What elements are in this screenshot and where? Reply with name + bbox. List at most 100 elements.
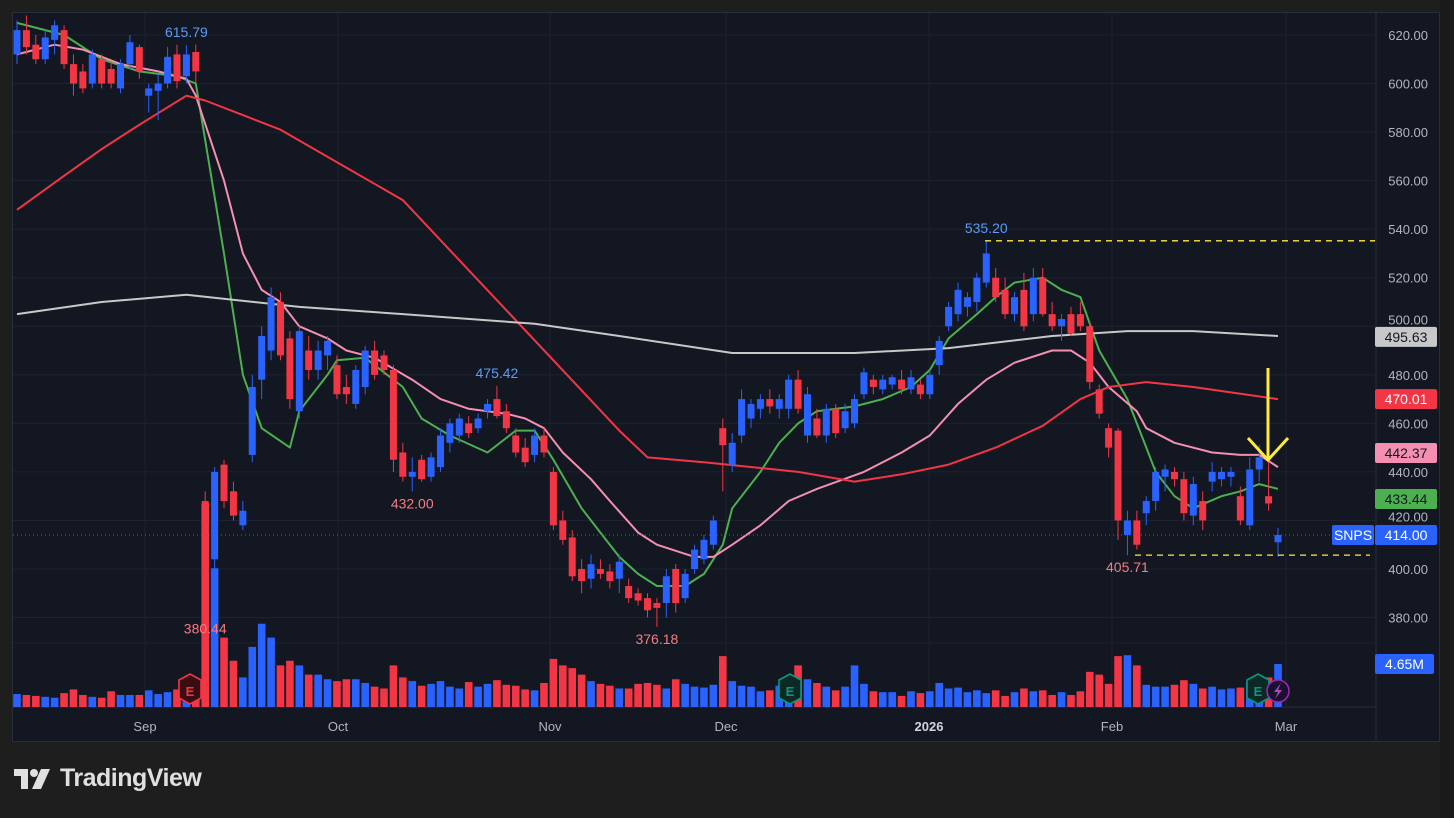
- candle-body: [258, 335, 266, 380]
- volume-bar: [154, 694, 162, 707]
- candle-body: [625, 585, 633, 599]
- last-price-tag-bg: [1375, 525, 1437, 546]
- volume-bar: [1020, 688, 1028, 707]
- volume-bar: [455, 688, 464, 707]
- y-tick-label: 520.00: [1388, 271, 1428, 286]
- volume-bar: [427, 683, 435, 707]
- candle-body: [775, 399, 783, 409]
- volume-bar: [342, 679, 351, 707]
- tradingview-logo[interactable]: TradingView: [14, 764, 202, 793]
- symbol-tag: SNPS: [1334, 527, 1372, 543]
- candle-body: [785, 379, 793, 409]
- volume-bar: [907, 691, 915, 707]
- candle-body: [888, 377, 896, 385]
- candle-body: [22, 30, 30, 48]
- earnings-event-icon[interactable]: E: [178, 673, 202, 705]
- volume-bar: [860, 683, 868, 707]
- candle-body: [1011, 297, 1019, 315]
- candle-body: [314, 350, 322, 370]
- volume-bar: [135, 694, 144, 707]
- volume-bar: [747, 686, 755, 707]
- candle-body: [1020, 289, 1028, 327]
- candle-body: [1095, 389, 1103, 414]
- candle-body: [1048, 314, 1056, 327]
- candle-body: [173, 54, 181, 82]
- earnings-badge: [178, 673, 202, 705]
- ma-gray-price-tag: 495.63: [1385, 329, 1428, 345]
- moving-average-line-green: [16, 21, 1279, 587]
- candle-body: [832, 408, 840, 434]
- candle-body: [926, 374, 934, 395]
- candle-body: [164, 56, 172, 84]
- volume-bar: [662, 688, 671, 707]
- candle-body: [107, 68, 115, 84]
- candle-body: [465, 423, 473, 434]
- volume-bar: [399, 677, 407, 707]
- candle-body: [691, 549, 699, 570]
- earnings-event-icon[interactable]: E: [1246, 673, 1270, 705]
- candle-body: [954, 289, 962, 315]
- candle-body: [51, 25, 59, 40]
- volume-bar: [577, 674, 586, 707]
- volume-bar: [888, 692, 896, 707]
- candle-body: [606, 571, 614, 582]
- candle-body: [126, 42, 134, 65]
- volume-bar: [653, 684, 661, 707]
- candle-body: [841, 411, 849, 429]
- volume-bar: [304, 674, 313, 707]
- volume-bar: [1048, 694, 1056, 707]
- volume-bar: [841, 686, 849, 707]
- candle-body: [1039, 277, 1047, 315]
- volume-bar: [1010, 692, 1019, 707]
- volume-bar: [813, 682, 821, 707]
- earnings-badge-letter: E: [1254, 684, 1263, 699]
- volume-bar: [822, 686, 831, 707]
- ma-green-price-tag-bg: [1375, 489, 1437, 509]
- volume-bar: [1085, 671, 1094, 707]
- volume-bar: [239, 677, 247, 707]
- candle-body: [568, 537, 576, 577]
- y-tick-label: 500.00: [1388, 312, 1428, 327]
- volume-bar: [1057, 692, 1066, 707]
- volume-bar: [1170, 684, 1179, 707]
- volume-bar: [464, 682, 473, 707]
- candle-body: [436, 435, 444, 468]
- volume-bar: [267, 637, 275, 707]
- ma-red-price-tag-bg: [1375, 389, 1437, 410]
- candle-body: [239, 510, 247, 526]
- candle-body: [371, 350, 379, 375]
- candle-body: [1189, 484, 1197, 516]
- candle-body: [1123, 520, 1131, 536]
- volume-bar: [521, 689, 529, 707]
- candle-body: [446, 423, 454, 443]
- candle-body: [41, 37, 49, 60]
- volume-tag-bg: [1375, 654, 1434, 674]
- volume-bar: [351, 679, 360, 707]
- lightning-event-icon[interactable]: [1266, 679, 1290, 703]
- candle-body: [549, 471, 557, 526]
- volume-bar: [681, 683, 689, 707]
- candle-body: [916, 384, 924, 395]
- x-tick-label: Dec: [714, 719, 738, 734]
- volume-bar: [1038, 690, 1047, 707]
- brand-name: TradingView: [60, 764, 202, 792]
- candle-body: [117, 64, 125, 89]
- volume-bar: [295, 665, 304, 707]
- earnings-event-icon[interactable]: E: [778, 673, 802, 705]
- volume-bar: [502, 684, 511, 707]
- volume-bar: [408, 681, 417, 707]
- candle-body: [653, 602, 661, 608]
- volume-bar: [728, 681, 736, 707]
- candle-body: [1180, 479, 1188, 514]
- volume-bar: [511, 685, 520, 707]
- volume-bar: [850, 665, 859, 707]
- volume-bar: [587, 681, 595, 707]
- volume-bar: [41, 696, 50, 707]
- candle-body: [963, 297, 971, 307]
- moving-average-line-red: [16, 94, 1279, 483]
- volume-bar: [1142, 684, 1151, 707]
- candle-body: [803, 394, 811, 436]
- volume-bar: [1029, 691, 1038, 707]
- candle-body: [98, 59, 106, 84]
